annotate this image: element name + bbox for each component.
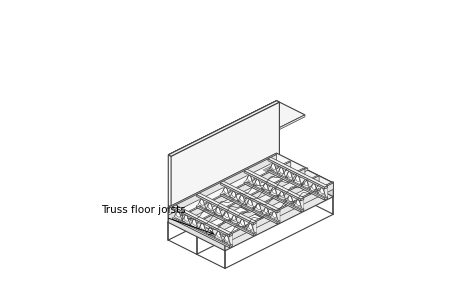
Polygon shape [268,157,328,187]
Polygon shape [220,194,277,224]
Polygon shape [324,188,328,198]
Polygon shape [272,188,276,194]
Polygon shape [256,180,260,186]
Polygon shape [248,224,253,229]
Polygon shape [192,219,197,225]
Polygon shape [195,168,305,223]
Polygon shape [220,194,280,224]
Polygon shape [220,183,277,213]
Polygon shape [240,196,244,201]
Polygon shape [225,183,333,251]
Polygon shape [232,192,236,198]
Polygon shape [224,211,229,217]
Polygon shape [206,154,333,218]
Polygon shape [173,205,232,235]
Polygon shape [268,170,324,200]
Polygon shape [208,227,213,233]
Polygon shape [264,184,268,190]
Polygon shape [264,208,269,213]
Polygon shape [200,199,204,205]
Polygon shape [277,221,280,224]
Polygon shape [197,206,256,236]
Polygon shape [253,221,256,225]
Polygon shape [182,162,291,222]
Polygon shape [279,168,284,174]
Polygon shape [248,200,252,205]
Polygon shape [277,211,280,222]
Polygon shape [324,197,328,200]
Polygon shape [256,203,261,209]
Polygon shape [277,209,280,213]
Polygon shape [209,175,319,230]
Polygon shape [288,196,292,202]
Polygon shape [253,233,256,236]
Polygon shape [225,235,229,241]
Polygon shape [288,172,292,178]
Polygon shape [216,207,220,213]
Polygon shape [197,193,256,223]
Polygon shape [173,217,230,248]
Text: Truss floor joists: Truss floor joists [101,205,213,234]
Polygon shape [173,218,232,248]
Polygon shape [304,180,308,186]
Polygon shape [296,176,300,182]
Polygon shape [216,231,221,237]
Polygon shape [230,233,232,237]
Polygon shape [244,182,304,212]
Polygon shape [244,169,304,199]
Polygon shape [197,115,305,171]
Polygon shape [253,223,256,234]
Polygon shape [324,186,328,189]
Polygon shape [301,209,304,212]
Polygon shape [224,187,228,193]
Polygon shape [277,154,333,197]
Polygon shape [168,154,277,215]
Polygon shape [220,181,280,211]
Polygon shape [230,235,232,246]
Polygon shape [280,192,284,198]
Polygon shape [272,212,277,218]
Polygon shape [168,101,305,169]
Polygon shape [181,161,291,216]
Polygon shape [320,188,324,194]
Polygon shape [230,244,232,248]
Polygon shape [211,176,319,236]
Polygon shape [244,182,301,212]
Polygon shape [268,170,328,200]
Polygon shape [168,101,279,156]
Polygon shape [197,205,253,236]
Polygon shape [225,183,333,243]
Polygon shape [168,209,225,251]
Polygon shape [268,159,324,189]
Polygon shape [224,182,333,237]
Polygon shape [200,223,205,229]
Polygon shape [167,154,277,209]
Polygon shape [312,184,316,190]
Polygon shape [301,200,304,210]
Polygon shape [197,169,305,229]
Polygon shape [263,165,279,173]
Polygon shape [271,164,276,170]
Polygon shape [176,211,180,217]
Polygon shape [248,176,252,182]
Polygon shape [197,195,253,225]
Polygon shape [184,215,189,221]
Polygon shape [173,207,230,237]
Polygon shape [171,102,279,210]
Polygon shape [232,215,237,221]
Polygon shape [244,171,301,201]
Polygon shape [168,154,277,222]
Polygon shape [168,101,277,209]
Polygon shape [168,154,333,237]
Polygon shape [240,219,245,225]
Polygon shape [199,168,308,224]
Polygon shape [263,182,333,218]
Polygon shape [301,198,304,201]
Polygon shape [296,200,301,206]
Polygon shape [208,203,212,209]
Polygon shape [168,153,308,223]
